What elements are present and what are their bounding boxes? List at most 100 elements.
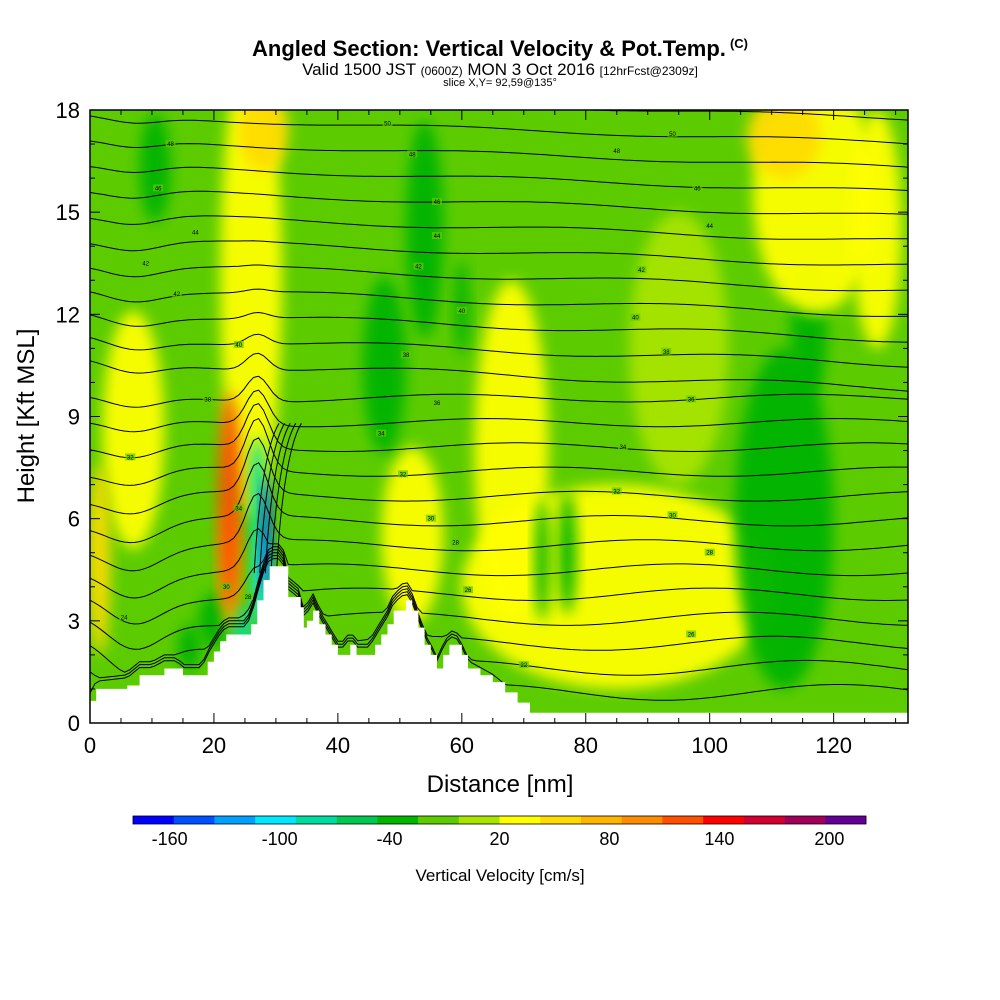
isentrope [90,288,908,317]
colorbar-swatch [540,816,582,824]
contour-label-bg [401,351,412,359]
colorbar-swatch [133,816,175,824]
contour-label: 30 [223,585,230,591]
colorbar-swatch [377,816,419,824]
colorbar-swatch [825,816,867,824]
contour-label-bg [432,398,443,406]
isentrope-packed [276,423,302,574]
updraft-region [102,310,165,550]
subtitle-date: MON 3 Oct 2016 [467,60,595,79]
contour-label-bg [611,146,622,154]
updraft-region [629,212,729,485]
colorbar-tick-label: 80 [599,829,619,849]
contour-label: 42 [173,292,180,298]
colorbar-swatch [580,816,622,824]
isentrope [90,492,908,572]
y-tick-label: 3 [68,609,80,634]
contour-label: 32 [400,472,407,478]
colorbar-swatch [255,816,297,824]
contour-label-bg [667,129,678,137]
y-axis-label: Height [Kft MSL] [13,329,40,504]
contour-label: 32 [613,489,620,495]
contour-label: 36 [688,397,695,403]
contour-label-bg [661,347,672,355]
colorbar-swatch [621,816,663,824]
isentrope [90,403,908,459]
x-tick-label: 20 [202,733,226,758]
colorbar-tick-label: -40 [377,829,403,849]
colorbar-swatch [214,816,256,824]
colorbar-frame [132,815,867,825]
contour-label-bg [407,150,418,158]
terrain-profile [90,566,908,723]
subtitle-fcst: [12hrFcst@2309z] [599,64,698,78]
isentrope [90,546,908,625]
colorbar-tick-label: -100 [262,829,298,849]
y-tick-label: 0 [68,711,80,736]
updraft-region [474,280,549,621]
contour-label-bg [221,582,232,590]
contour-label-bg [165,140,176,148]
contour-label-bg [171,289,182,297]
colorbar-swatch [703,816,745,824]
colorbar-swatch [458,816,500,824]
contour-label: 24 [121,615,128,621]
x-tick-label: 100 [691,733,728,758]
contour-label: 40 [235,343,242,349]
isentrope [90,437,908,515]
contour-label-bg [119,613,130,621]
chart-title: Angled Section: Vertical Velocity & Pot.… [0,36,1000,62]
contour-label: 42 [415,265,422,271]
theta-contours [90,110,908,701]
contour-label-bg [413,262,424,270]
contour-label: 28 [452,541,459,547]
contour-label-bg [376,429,387,437]
contour-label: 44 [192,231,199,237]
y-tick-label: 6 [68,507,80,532]
updraft-region [746,110,822,179]
x-tick-label: 60 [450,733,474,758]
contour-label: 44 [434,234,441,240]
isentrope [90,264,908,292]
isentrope [90,389,908,433]
downdraft-region [406,120,444,339]
contour-label: 38 [204,397,211,403]
contour-label-bg [125,453,136,461]
contour-label-bg [611,487,622,495]
velocity-field [90,110,902,689]
colorbar-swatch [662,816,704,824]
contour-label-bg [456,306,467,314]
colorbar-swatch [173,816,215,824]
y-tick-label: 18 [56,98,80,123]
contour-label: 42 [142,261,149,267]
contour-label: 26 [465,588,472,594]
isentrope [90,140,908,168]
colorbar: -160 -100 -40 20 80 140 200 [132,815,867,849]
isentrope [90,333,908,368]
contour-label-bg [425,514,436,522]
contour-label: 22 [520,663,527,669]
contour-label: 30 [669,513,676,519]
isentrope [90,352,908,392]
contour-label: 30 [427,517,434,523]
contour-labels: 48 46 44 42 42 40 38 32 34 30 28 24 50 48 46 44 42 40 38 36… [119,119,715,669]
subtitle-utc: (0600Z) [420,64,463,78]
terrain [90,566,908,723]
isentrope [90,549,908,650]
colorbar-tick-label: 200 [814,829,844,849]
updraft-region [852,110,902,349]
isentrope [90,552,908,673]
downdraft-region [177,624,201,672]
x-tick-label: 0 [84,733,96,758]
downdraft-region [557,491,577,615]
downdraft-region [734,348,834,689]
contour-label: 46 [434,200,441,206]
colorbar-swatch [295,816,337,824]
contour-label: 50 [384,122,391,128]
contour-label: 28 [245,595,252,601]
contour-label: 32 [127,455,134,461]
downdraft-region [249,436,266,546]
isentrope [90,190,908,215]
contour-label-bg [692,184,703,192]
contour-label: 46 [694,186,701,192]
